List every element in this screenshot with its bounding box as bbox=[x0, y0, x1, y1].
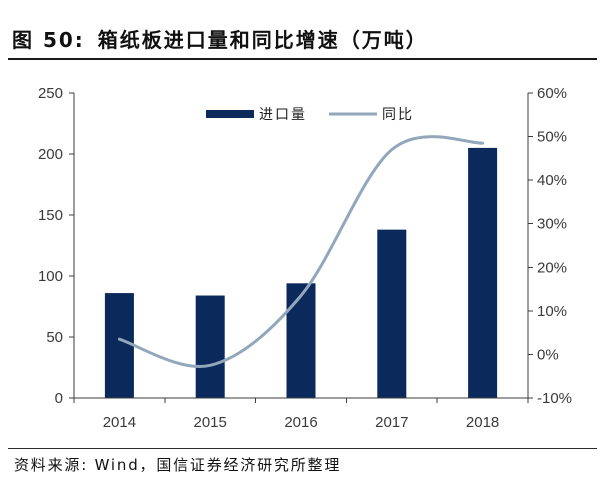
import-volume-bar-2018 bbox=[468, 147, 498, 398]
import-volume-bar-2014 bbox=[104, 293, 134, 398]
left-y-tick-label: 0 bbox=[55, 390, 63, 407]
import-volume-bar-2017 bbox=[377, 229, 407, 398]
title-rule bbox=[8, 58, 597, 60]
axes: 0 50 100 150 200 250 -10% 0% 10% 20% 30% 40% 50% 60% 2… bbox=[38, 85, 572, 431]
right-y-tick-label: 50% bbox=[537, 129, 567, 146]
import-volume-bars bbox=[104, 147, 498, 398]
right-y-tick-label: 40% bbox=[537, 172, 567, 189]
source-rule bbox=[8, 448, 597, 449]
chart-title: 箱纸板进口量和同比增速（万吨） bbox=[97, 28, 428, 52]
right-y-tick-label: 30% bbox=[537, 216, 567, 233]
yoy-growth-line bbox=[117, 135, 485, 368]
x-tick-label-2016: 2016 bbox=[284, 414, 317, 431]
x-tick-label-2014: 2014 bbox=[103, 414, 136, 431]
figure-number: 图 50: bbox=[12, 28, 85, 52]
right-y-tick-label: -10% bbox=[537, 390, 572, 407]
right-y-tick-label: 0% bbox=[537, 346, 559, 363]
source-note: 资料来源: Wind，国信证券经济研究所整理 bbox=[14, 456, 342, 474]
x-tick-label-2017: 2017 bbox=[375, 414, 408, 431]
import-volume-bar-2015 bbox=[195, 295, 225, 398]
figure-title: 图 50: 箱纸板进口量和同比增速（万吨） bbox=[12, 27, 428, 53]
legend: 进口量 同比 bbox=[206, 107, 414, 123]
left-y-tick-label: 150 bbox=[38, 207, 63, 224]
right-y-tick-label: 20% bbox=[537, 259, 567, 276]
legend-swatch-import-volume bbox=[206, 110, 254, 118]
right-y-tick-label: 60% bbox=[537, 85, 567, 102]
x-tick-label-2018: 2018 bbox=[466, 414, 499, 431]
yoy-growth-series bbox=[117, 135, 485, 368]
left-y-tick-label: 200 bbox=[38, 146, 63, 163]
legend-label-import-volume: 进口量 bbox=[259, 107, 307, 123]
legend-label-yoy-growth: 同比 bbox=[382, 107, 414, 123]
x-tick-label-2015: 2015 bbox=[194, 414, 227, 431]
left-y-tick-label: 250 bbox=[38, 85, 63, 102]
left-y-tick-label: 100 bbox=[38, 268, 63, 285]
import-volume-bar-2016 bbox=[286, 283, 316, 398]
right-y-tick-label: 10% bbox=[537, 303, 567, 320]
left-y-tick-label: 50 bbox=[46, 329, 63, 346]
